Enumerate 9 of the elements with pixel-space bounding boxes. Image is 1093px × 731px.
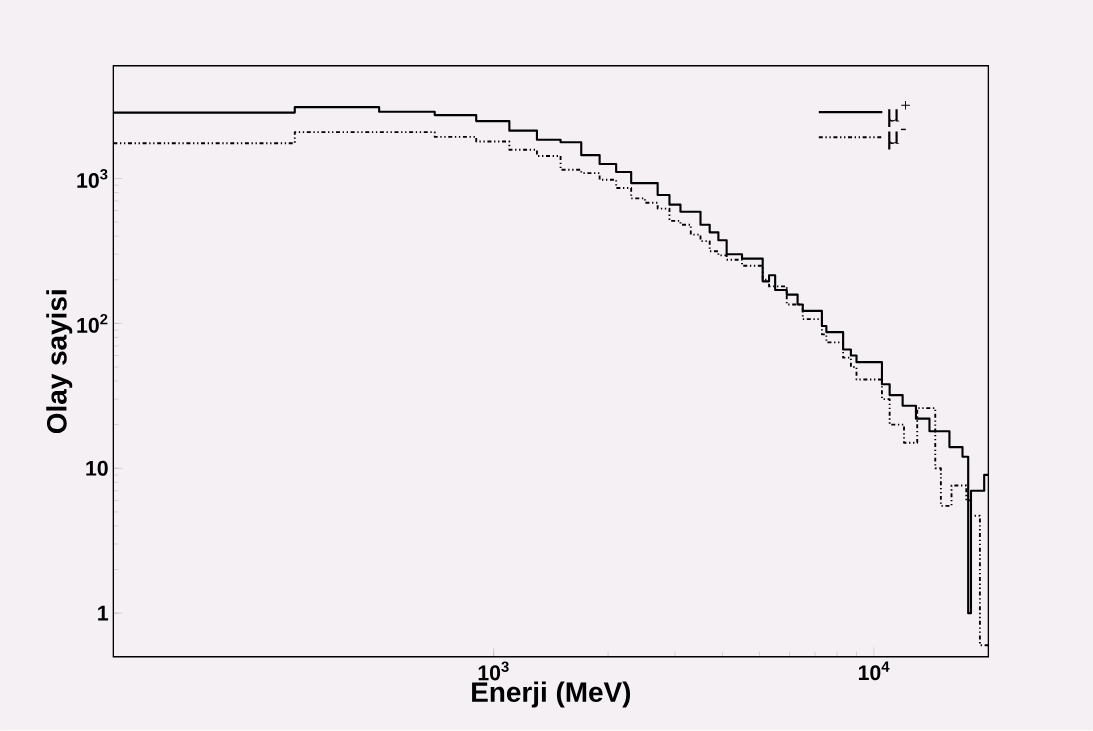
legend-label: μ$^{-}$ [888, 128, 906, 150]
x-axis-title: Enerji (MeV) [472, 681, 631, 708]
y-tick-label: 10$^{2}$ [77, 314, 108, 334]
y-axis-title: Olay sayisi [46, 290, 73, 434]
x-tick-label: 10$^{4}$ [858, 661, 890, 681]
y-tick-label: 10 [86, 460, 108, 477]
y-tick-label: 1 [98, 606, 109, 621]
y-tick-label: 10$^{3}$ [77, 169, 108, 189]
legend-label: μ$^{+}$ [888, 101, 910, 128]
